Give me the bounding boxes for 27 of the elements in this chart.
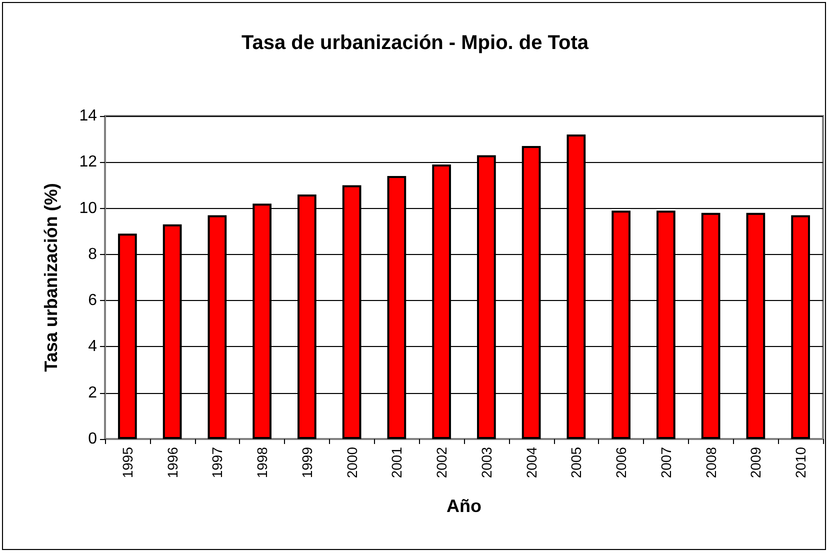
y-tick-label: 8: [88, 246, 98, 263]
x-tick-label: 1999: [298, 446, 315, 478]
y-tick-label: 14: [79, 108, 98, 124]
x-tick-label: 2007: [658, 446, 674, 478]
x-tick-label: 2004: [523, 446, 540, 478]
y-tick-label: 12: [79, 154, 98, 171]
y-tick-label: 10: [79, 200, 98, 217]
x-tick-label: 1998: [254, 446, 270, 478]
x-tick-label: 2002: [434, 446, 450, 478]
chart-title: Tasa de urbanización - Mpio. de Tota: [241, 32, 590, 54]
y-tick-label: 2: [88, 384, 98, 402]
x-tick-label: 1995: [119, 446, 136, 478]
x-tick-label: 2000: [344, 446, 360, 478]
x-tick-label: 1997: [209, 446, 226, 478]
y-tick-label: 0: [88, 430, 98, 448]
x-tick-label: 2010: [792, 446, 809, 478]
x-tick-label: 2003: [478, 446, 494, 478]
y-tick-label: 4: [88, 338, 98, 356]
y-tick-label: 6: [88, 292, 98, 310]
x-tick-label: 2008: [702, 446, 719, 478]
x-axis-title: Año: [446, 496, 482, 516]
x-tick-label: 2006: [613, 446, 630, 478]
x-tick-label: 1996: [164, 446, 180, 478]
x-tick-label: 2005: [568, 446, 584, 478]
y-axis-title: Tasa urbanización (%): [41, 183, 61, 372]
x-tick-label: 2009: [748, 446, 764, 478]
x-tick-label: 2001: [388, 446, 405, 478]
